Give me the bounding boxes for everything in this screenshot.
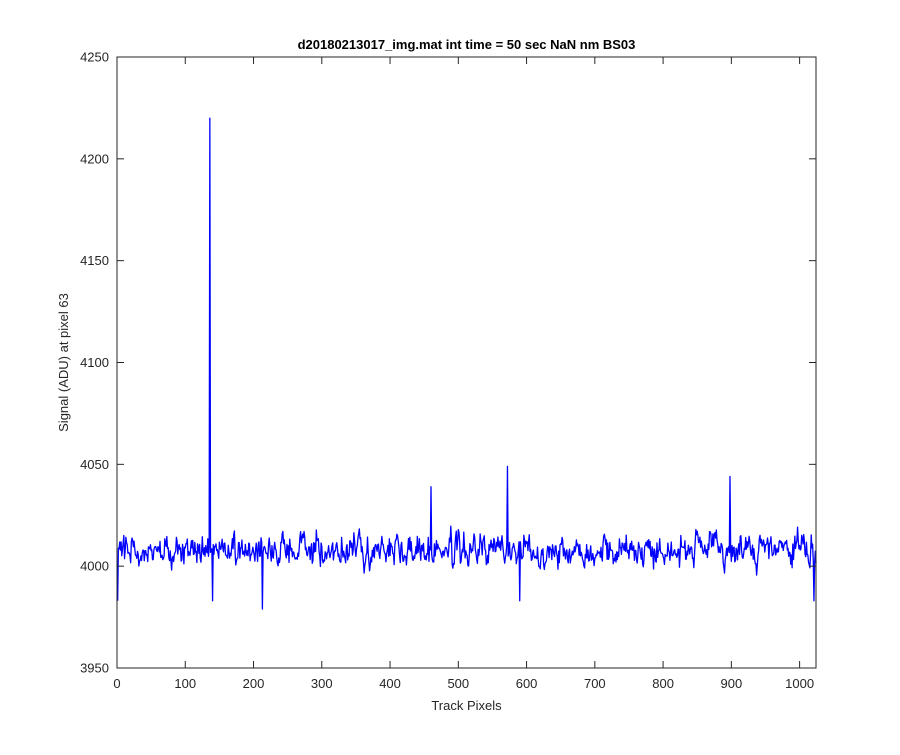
y-tick-label: 4100 xyxy=(80,355,109,370)
x-tick-label: 400 xyxy=(379,676,401,691)
x-tick-label: 200 xyxy=(243,676,265,691)
x-tick-label: 0 xyxy=(113,676,120,691)
y-axis: 3950 4000 4050 4100 4150 4200 4250 xyxy=(80,50,816,676)
y-tick-label: 4250 xyxy=(80,50,109,65)
y-tick-label: 4050 xyxy=(80,457,109,472)
x-tick-label: 800 xyxy=(652,676,674,691)
x-tick-label: 100 xyxy=(174,676,196,691)
x-tick-label: 300 xyxy=(311,676,333,691)
y-tick-label: 4200 xyxy=(80,151,109,166)
x-tick-label: 900 xyxy=(721,676,743,691)
y-axis-label: Signal (ADU) at pixel 63 xyxy=(56,293,71,432)
y-tick-label: 4150 xyxy=(80,253,109,268)
plot-background xyxy=(117,57,816,668)
x-tick-label: 500 xyxy=(447,676,469,691)
y-tick-label: 4000 xyxy=(80,559,109,574)
series-line xyxy=(117,117,817,610)
series-layer xyxy=(117,117,817,610)
x-tick-label: 700 xyxy=(584,676,606,691)
x-tick-label: 600 xyxy=(516,676,538,691)
x-tick-label: 1000 xyxy=(785,676,814,691)
x-axis-label: Track Pixels xyxy=(431,698,502,713)
y-tick-label: 3950 xyxy=(80,661,109,676)
x-axis: 0 100 200 300 400 500 600 700 800 900 1000 xyxy=(113,57,814,691)
chart-title: d20180213017_img.mat int time = 50 sec N… xyxy=(298,37,636,52)
